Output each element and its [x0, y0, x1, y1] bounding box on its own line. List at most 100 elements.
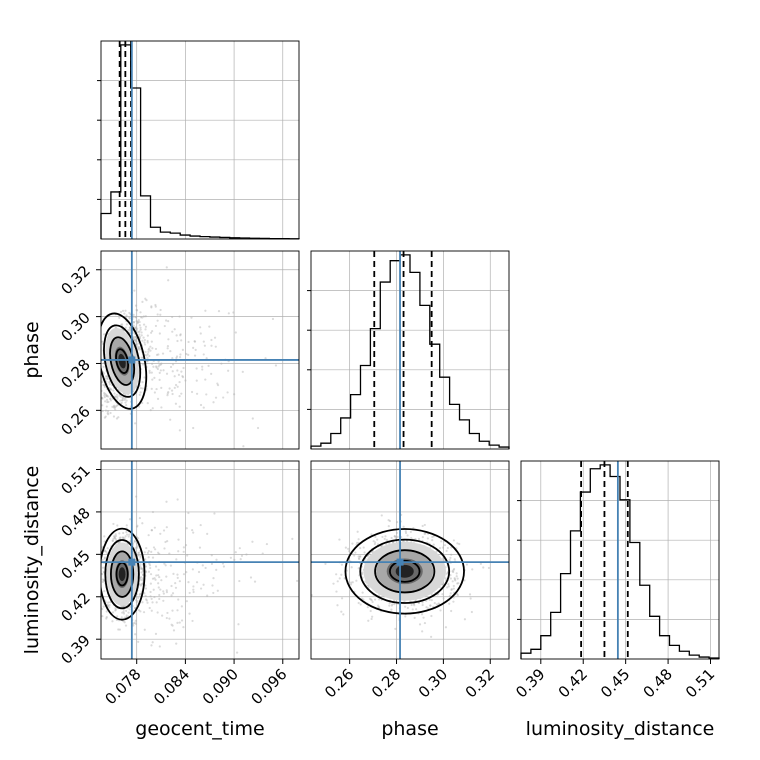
sample-point	[151, 347, 154, 350]
sample-point	[192, 346, 195, 350]
sample-point	[369, 609, 372, 613]
sample-point	[394, 536, 398, 539]
sample-point	[163, 547, 166, 550]
sample-point	[390, 536, 393, 540]
sample-point	[157, 586, 160, 589]
sample-point	[199, 403, 203, 407]
sample-point	[157, 365, 160, 368]
sample-point	[134, 304, 138, 307]
sample-point	[165, 589, 168, 592]
sample-point	[104, 550, 108, 553]
sample-point	[176, 339, 179, 343]
sample-point	[147, 549, 150, 553]
sample-point	[335, 573, 338, 576]
sample-point	[98, 371, 100, 373]
sample-point	[114, 395, 117, 398]
sample-point	[356, 541, 359, 544]
sample-point	[134, 315, 138, 319]
sample-point	[106, 398, 109, 401]
sample-point	[141, 300, 144, 303]
sample-point	[101, 396, 103, 400]
sample-point	[101, 615, 104, 618]
sample-point	[124, 535, 127, 538]
sample-point	[125, 524, 128, 527]
sample-point	[146, 551, 150, 554]
sample-point	[156, 313, 159, 316]
sample-point	[175, 356, 178, 360]
sample-point	[154, 548, 157, 551]
sample-point	[153, 595, 156, 599]
sample-point	[176, 576, 179, 579]
sample-point	[145, 354, 148, 357]
sample-point	[205, 393, 208, 396]
sample-point	[450, 553, 453, 556]
sample-point	[338, 538, 341, 541]
sample-point	[424, 532, 427, 535]
sample-point	[136, 546, 139, 549]
sample-point	[178, 429, 181, 432]
sample-point	[182, 546, 185, 549]
sample-point	[432, 543, 435, 546]
sample-point	[410, 536, 413, 540]
sample-point	[121, 309, 125, 312]
sample-point	[199, 523, 202, 527]
sample-point	[95, 398, 97, 400]
sample-point	[450, 588, 453, 591]
sample-point	[195, 367, 198, 370]
sample-point	[114, 538, 117, 541]
sample-point	[92, 540, 94, 542]
sample-point	[393, 535, 396, 538]
sample-point	[216, 384, 220, 387]
sample-point	[264, 357, 267, 360]
sample-point	[113, 534, 116, 538]
sample-point	[226, 391, 229, 394]
sample-point	[150, 340, 153, 343]
sample-point	[441, 593, 444, 596]
sample-point	[103, 392, 106, 395]
sample-point	[448, 594, 451, 597]
sample-point	[154, 305, 157, 308]
sample-point	[428, 598, 431, 601]
sample-point	[144, 594, 147, 597]
sample-point	[336, 580, 339, 583]
sample-point	[371, 615, 374, 618]
sample-point	[118, 532, 121, 535]
sample-point	[171, 609, 174, 612]
x-axis-label-geocent_time: geocent_time	[135, 718, 264, 740]
sample-point	[132, 324, 135, 327]
sample-point	[291, 537, 294, 541]
sample-point	[135, 344, 138, 347]
sample-point	[394, 627, 397, 630]
sample-point	[116, 397, 119, 400]
sample-point	[122, 536, 125, 539]
sample-point	[150, 331, 153, 334]
sample-point	[137, 347, 140, 350]
sample-point	[453, 558, 456, 561]
sample-point	[137, 609, 141, 612]
sample-point	[216, 382, 219, 385]
x-tick-label-phase: 0.26	[321, 665, 357, 701]
sample-point	[97, 406, 99, 408]
sample-point	[431, 535, 434, 539]
sample-point	[98, 584, 100, 586]
sample-point	[359, 603, 362, 606]
panel-frame	[520, 460, 720, 660]
sample-point	[158, 645, 161, 648]
sample-point	[139, 578, 143, 581]
sample-point	[109, 600, 112, 604]
sample-point	[210, 372, 213, 375]
sample-point	[430, 635, 433, 638]
sample-point	[141, 316, 144, 319]
sample-point	[134, 327, 137, 330]
x-tick-label-luminosity_distance: 0.48	[640, 665, 676, 701]
sample-point	[169, 564, 173, 567]
x-tick-label-luminosity_distance: 0.45	[597, 665, 633, 701]
sample-point	[128, 316, 131, 319]
scatter-panel-luminosity_distance_vs_geocent_time	[92, 460, 300, 660]
sample-point	[137, 330, 140, 334]
sample-point	[160, 406, 163, 409]
sample-point	[115, 417, 119, 420]
density-level-3	[118, 353, 126, 369]
sample-point	[387, 525, 390, 528]
